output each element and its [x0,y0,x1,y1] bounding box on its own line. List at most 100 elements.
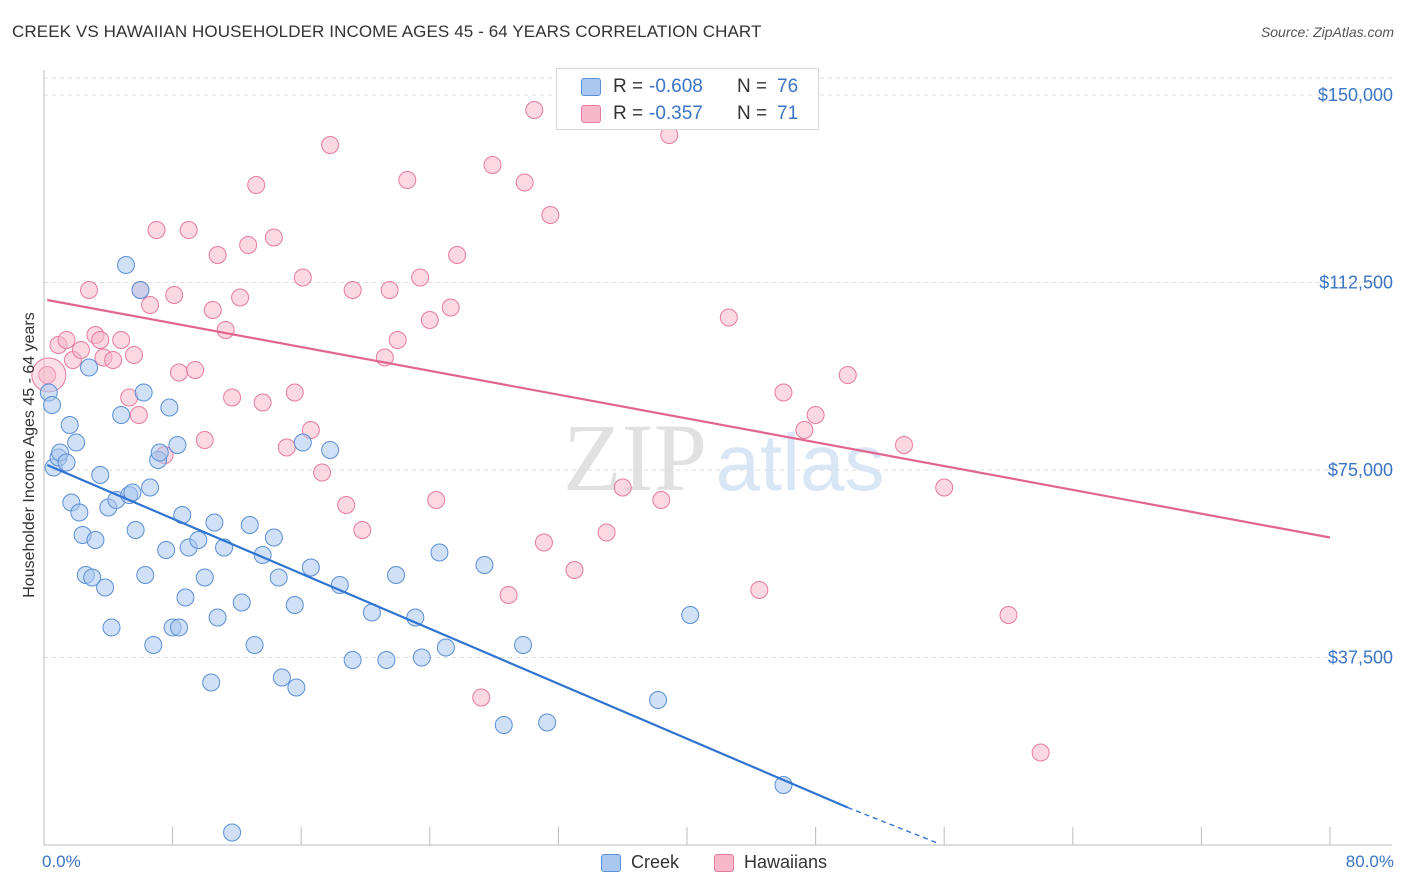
hawaiians-point [541,206,560,224]
creek-point [412,648,431,667]
legend-item-creek[interactable]: Creek [601,852,679,873]
creek-point [343,651,362,669]
hawaiians-point [203,301,222,319]
creek-point [102,618,121,637]
creek-point [475,556,494,574]
hawaiians-point [186,361,205,379]
hawaiians-point [472,688,491,707]
hawaiians-point [838,366,857,384]
creek-point [176,588,195,607]
creek-point [43,396,62,414]
creek-point [57,453,76,472]
hawaiians-point [388,331,407,349]
hawaiians-point [565,561,584,579]
hawaiians-point [293,268,312,287]
hawaiians-point [239,236,258,254]
creek-point [131,281,150,299]
hawaiians-point [141,296,160,314]
hawaiians-point [806,406,825,424]
creek-point [60,416,79,434]
hawaiians-point [525,101,544,119]
creek-point [245,636,264,654]
legend-item-hawaiians[interactable]: Hawaiians [714,852,827,873]
creek-point [538,713,557,732]
chart-title: CREEK VS HAWAIIAN HOUSEHOLDER INCOME AGE… [12,22,762,41]
creek-trend-extension [847,806,937,844]
creek-point [91,466,110,484]
hawaiians-point [483,156,502,174]
hawaiians-point [170,363,189,382]
hawaiians-point [750,581,769,599]
hawaiians-point [719,308,738,327]
hawaiians-point [895,436,914,454]
creek-point [232,593,251,612]
x-min-label: 0.0% [42,852,81,871]
hawaiians-point [534,533,553,552]
hawaiians-n-label: N = [737,103,768,124]
hawaiians-point [441,298,460,317]
hawaiians-point [337,496,356,514]
creek-swatch [581,78,601,96]
creek-point [70,503,89,522]
hawaiians-point [80,281,99,299]
hawaiians-point [91,331,110,349]
creek-point [494,716,513,734]
creek-point [436,638,455,657]
hawaiians-point [999,606,1018,624]
creek-point [136,566,155,584]
creek-point [301,558,320,577]
hawaiians-point [411,268,430,287]
trend-lines [46,298,1331,844]
legend-creek-swatch [601,853,621,872]
creek-point [287,678,306,697]
creek-r-value: -0.608 [649,76,703,97]
hawaiians-point [38,366,57,384]
hawaiians-point [499,586,518,604]
creek-point [285,596,304,614]
y-tick-label: $150,000 [1318,85,1393,105]
creek-point [321,441,340,459]
y-tick-label: $75,000 [1328,460,1393,480]
hawaiians-point [285,383,304,402]
watermark-zip: ZIP [563,404,707,511]
creek-point [202,673,221,692]
creek-point [144,636,163,654]
source-label: Source: ZipAtlas.com [1260,24,1394,40]
hawaiians-point [57,331,76,349]
creek-point [269,568,288,587]
creek-point [387,566,406,584]
hawaiians-point [208,246,227,264]
y-axis-label: Householder Income Ages 45 - 64 years [21,312,38,598]
creek-point [157,541,176,559]
hawaiians-point [147,221,166,239]
legend-hawaiians-label: Hawaiians [744,852,828,872]
creek-point [116,256,135,274]
hawaiians-point [353,521,372,539]
creek-point [160,398,179,417]
hawaiians-point [448,246,467,264]
hawaiians-point [313,463,332,482]
creek-point [141,478,160,497]
creek-point [112,406,131,424]
legend-creek-label: Creek [631,852,680,872]
watermark: ZIP atlas [563,404,884,511]
creek-point [189,531,208,549]
hawaiians-point [216,321,235,339]
stats-legend-box: R = -0.608 N = 76 R = -0.357 N = 71 [556,68,819,130]
creek-point [83,568,102,587]
creek-point [272,668,291,687]
y-tick-labels: $37,500 $75,000 $112,500 $150,000 [1318,85,1393,668]
creek-point [223,823,242,842]
creek-point [514,636,533,654]
creek-point [96,578,115,597]
hawaiians-point [515,173,534,192]
hawaiians-point [253,393,272,412]
hawaiians-r-label: R = [613,103,644,124]
hawaiians-point [613,478,632,497]
y-tick-label: $112,500 [1319,273,1393,293]
hawaiians-point [277,438,296,457]
creek-point [430,543,449,562]
hawaiians-n-value: 71 [777,103,799,124]
creek-point [134,383,153,402]
